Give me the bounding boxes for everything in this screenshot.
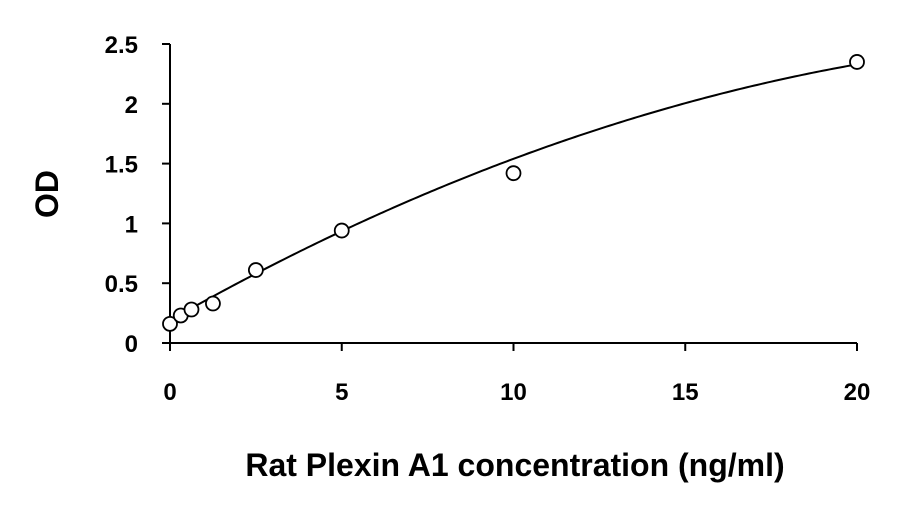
y-axis-title: OD — [29, 170, 65, 218]
fit-curve — [169, 63, 858, 322]
x-tick-label: 15 — [672, 379, 699, 406]
y-tick-label: 2.5 — [105, 32, 138, 59]
y-tick-label: 1.5 — [105, 152, 138, 179]
data-point — [162, 315, 178, 332]
data-point — [849, 54, 865, 70]
x-ticks: 0 5 10 15 20 — [163, 343, 870, 406]
y-tick-label: 2 — [125, 92, 138, 119]
data-points — [162, 54, 865, 332]
data-point — [247, 262, 264, 278]
x-axis-title: Rat Plexin A1 concentration (ng/ml) — [245, 447, 784, 483]
x-tick-label: 20 — [844, 379, 871, 406]
y-tick-label: 0.5 — [105, 271, 138, 298]
y-tick-label: 1 — [125, 211, 138, 238]
data-point — [183, 301, 200, 318]
x-tick-label: 10 — [500, 379, 527, 406]
data-point — [505, 165, 522, 182]
x-tick-label: 0 — [163, 379, 176, 406]
data-point — [205, 295, 221, 312]
y-tick-label: 0 — [125, 331, 138, 358]
x-tick-label: 5 — [335, 379, 348, 406]
data-point — [333, 222, 350, 239]
y-ticks: 0 0.5 1 1.5 2 2.5 — [105, 32, 170, 358]
axes — [169, 44, 857, 344]
